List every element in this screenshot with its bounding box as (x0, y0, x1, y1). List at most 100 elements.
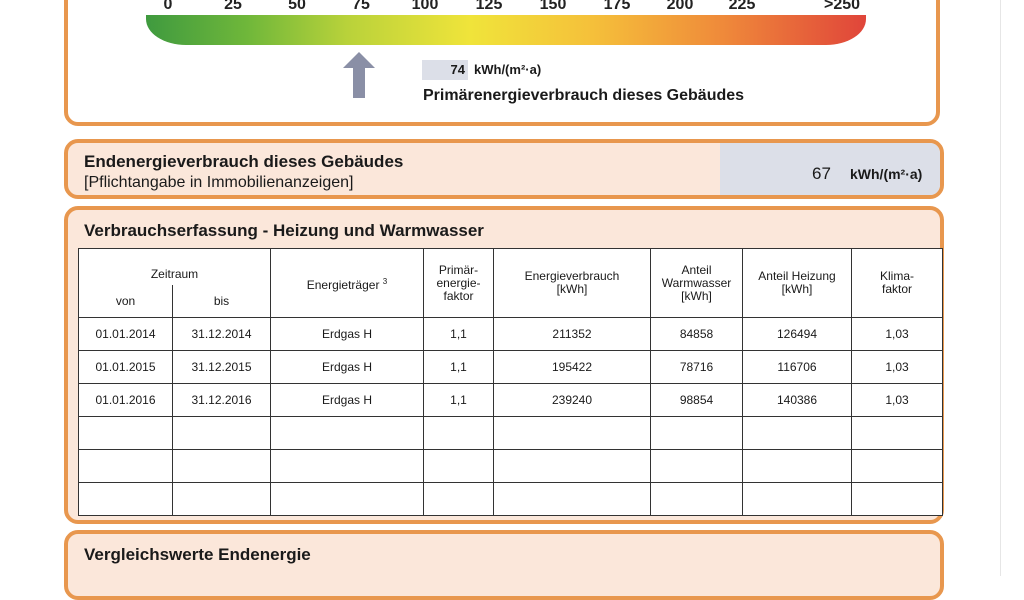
header-carrier: Energieträger 3 (270, 248, 424, 318)
comparison-title: Vergleichswerte Endenergie (84, 545, 311, 564)
end-energy-value: 67 (812, 164, 831, 183)
scale-tick: 175 (603, 0, 631, 13)
cell-carrier (270, 449, 424, 483)
cell-to: 31.12.2015 (172, 350, 271, 384)
header-hot-water: Anteil Warmwasser [kWh] (650, 248, 743, 318)
energy-scale-bar (146, 15, 866, 45)
primary-energy-value: 74 (422, 60, 468, 80)
cell-hot-water (650, 449, 743, 483)
cell-from: 01.01.2015 (78, 350, 173, 384)
cell-climate: 1,03 (851, 350, 943, 384)
header-carrier-footnote: 3 (382, 276, 388, 286)
cell-pef: 1,1 (423, 383, 494, 417)
table-row-empty (78, 482, 943, 516)
page-edge (1000, 0, 1001, 576)
cell-from: 01.01.2016 (78, 383, 173, 417)
cell-consumption: 239240 (493, 383, 651, 417)
consumption-panel: Verbrauchserfassung - Heizung und Warmwa… (64, 206, 944, 524)
cell-to: 31.12.2016 (172, 383, 271, 417)
header-climate-line: Klima- (879, 269, 914, 283)
cell-pef: 1,1 (423, 350, 494, 384)
cell-consumption (493, 449, 651, 483)
cell-from: 01.01.2014 (78, 317, 173, 351)
header-carrier-label: Energieträger (306, 277, 380, 292)
header-period: Zeitraum (78, 248, 271, 285)
cell-to (172, 416, 271, 450)
cell-heating: 140386 (742, 383, 852, 417)
scale-tick: 0 (163, 0, 173, 13)
scale-ticks: 0 25 50 75 100 125 150 175 200 225 >250 (0, 0, 1024, 20)
cell-from (78, 482, 173, 516)
scale-tick: 200 (666, 0, 694, 13)
header-pef: Primär- energie- faktor (423, 248, 494, 318)
cell-heating (742, 482, 852, 516)
end-energy-value-box (720, 143, 940, 195)
cell-consumption: 211352 (493, 317, 651, 351)
header-heating: Anteil Heizung [kWh] (742, 248, 852, 318)
cell-to: 31.12.2014 (172, 317, 271, 351)
cell-climate (851, 416, 943, 450)
cell-carrier: Erdgas H (270, 317, 424, 351)
cell-heating (742, 416, 852, 450)
table-row-empty (78, 416, 943, 450)
scale-tick: 125 (475, 0, 503, 13)
cell-from (78, 416, 173, 450)
cell-climate (851, 482, 943, 516)
scale-tick: 75 (352, 0, 370, 13)
table-row-empty (78, 449, 943, 483)
cell-to (172, 449, 271, 483)
consumption-table: Zeitraum Energieträger 3 Primär- energie… (78, 248, 943, 516)
primary-energy-unit: kWh/(m²·a) (474, 62, 542, 77)
header-climate: Klima- faktor (851, 248, 943, 318)
cell-consumption: 195422 (493, 350, 651, 384)
header-hot-water-line: [kWh] (681, 288, 712, 303)
scale-tick: 25 (224, 0, 242, 13)
table-row: 01.01.2015 31.12.2015 Erdgas H 1,1 19542… (78, 350, 943, 384)
header-pef-line: energie- (436, 275, 481, 290)
cell-climate (851, 449, 943, 483)
arrow-up-icon (343, 52, 375, 98)
header-consumption: Energieverbrauch [kWh] (493, 248, 651, 318)
cell-pef (423, 482, 494, 516)
cell-hot-water (650, 482, 743, 516)
cell-consumption (493, 416, 651, 450)
scale-tick: >250 (823, 0, 861, 13)
header-pef-line: faktor (443, 288, 474, 303)
comparison-panel: Vergleichswerte Endenergie (64, 530, 944, 600)
scale-tick: 150 (539, 0, 567, 13)
header-heating-line: Anteil Heizung (758, 269, 836, 283)
consumption-title: Verbrauchserfassung - Heizung und Warmwa… (84, 221, 484, 240)
cell-consumption (493, 482, 651, 516)
header-to: bis (172, 285, 271, 318)
cell-heating: 126494 (742, 317, 852, 351)
end-energy-panel: Endenergieverbrauch dieses Gebäudes [Pfl… (64, 139, 944, 199)
scale-tick: 225 (728, 0, 756, 13)
cell-pef (423, 449, 494, 483)
end-energy-subtitle: [Pflichtangabe in Immobilienanzeigen] (84, 174, 354, 191)
cell-hot-water (650, 416, 743, 450)
cell-hot-water: 98854 (650, 383, 743, 417)
cell-hot-water: 78716 (650, 350, 743, 384)
scale-tick: 50 (288, 0, 306, 13)
primary-energy-label: Primärenergieverbrauch dieses Gebäudes (423, 87, 745, 104)
cell-climate: 1,03 (851, 317, 943, 351)
cell-carrier (270, 482, 424, 516)
cell-from (78, 449, 173, 483)
cell-carrier: Erdgas H (270, 383, 424, 417)
cell-pef: 1,1 (423, 317, 494, 351)
scale-tick: 100 (411, 0, 439, 13)
end-energy-unit: kWh/(m²·a) (850, 166, 923, 182)
cell-heating (742, 449, 852, 483)
header-hot-water-line: Anteil (681, 262, 712, 277)
cell-hot-water: 84858 (650, 317, 743, 351)
header-consumption-line: Energieverbrauch (524, 269, 620, 283)
cell-carrier: Erdgas H (270, 350, 424, 384)
cell-carrier (270, 416, 424, 450)
table-row: 01.01.2014 31.12.2014 Erdgas H 1,1 21135… (78, 317, 943, 351)
cell-heating: 116706 (742, 350, 852, 384)
cell-pef (423, 416, 494, 450)
cell-to (172, 482, 271, 516)
cell-climate: 1,03 (851, 383, 943, 417)
header-from: von (78, 285, 173, 318)
table-row: 01.01.2016 31.12.2016 Erdgas H 1,1 23924… (78, 383, 943, 417)
